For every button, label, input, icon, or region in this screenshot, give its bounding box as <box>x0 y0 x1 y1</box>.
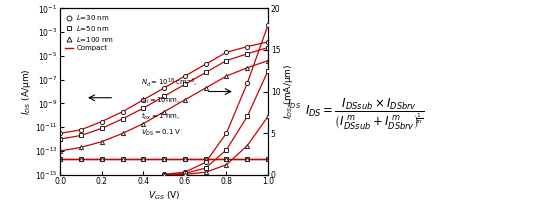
Y-axis label: $I_{DS}$ (A/μm): $I_{DS}$ (A/μm) <box>20 68 33 115</box>
Text: $N_d=10^{18}$ cm$^{-3}$,
$t_{si}=10$nm,
$t_{ox}=1$ nm,
$V_{DS}=0.1$ V: $N_d=10^{18}$ cm$^{-3}$, $t_{si}=10$nm, … <box>141 76 197 137</box>
Text: $I_{DS} = \dfrac{I_{DSsub} \times I_{DSbrv}}{\left(I_{DSsub}^{\ m} + I_{DSbrv}^{: $I_{DS} = \dfrac{I_{DSsub} \times I_{DSb… <box>305 96 424 132</box>
Text: $I_{DS}$: $I_{DS}$ <box>287 97 301 111</box>
Y-axis label: $I_{DS}$ (mA/μm): $I_{DS}$ (mA/μm) <box>282 64 295 119</box>
X-axis label: $V_{GS}$ (V): $V_{GS}$ (V) <box>148 189 181 202</box>
Legend: $L$=30 nm, $L$=50 nm, $L$=100 nm, Compact: $L$=30 nm, $L$=50 nm, $L$=100 nm, Compac… <box>63 12 115 53</box>
